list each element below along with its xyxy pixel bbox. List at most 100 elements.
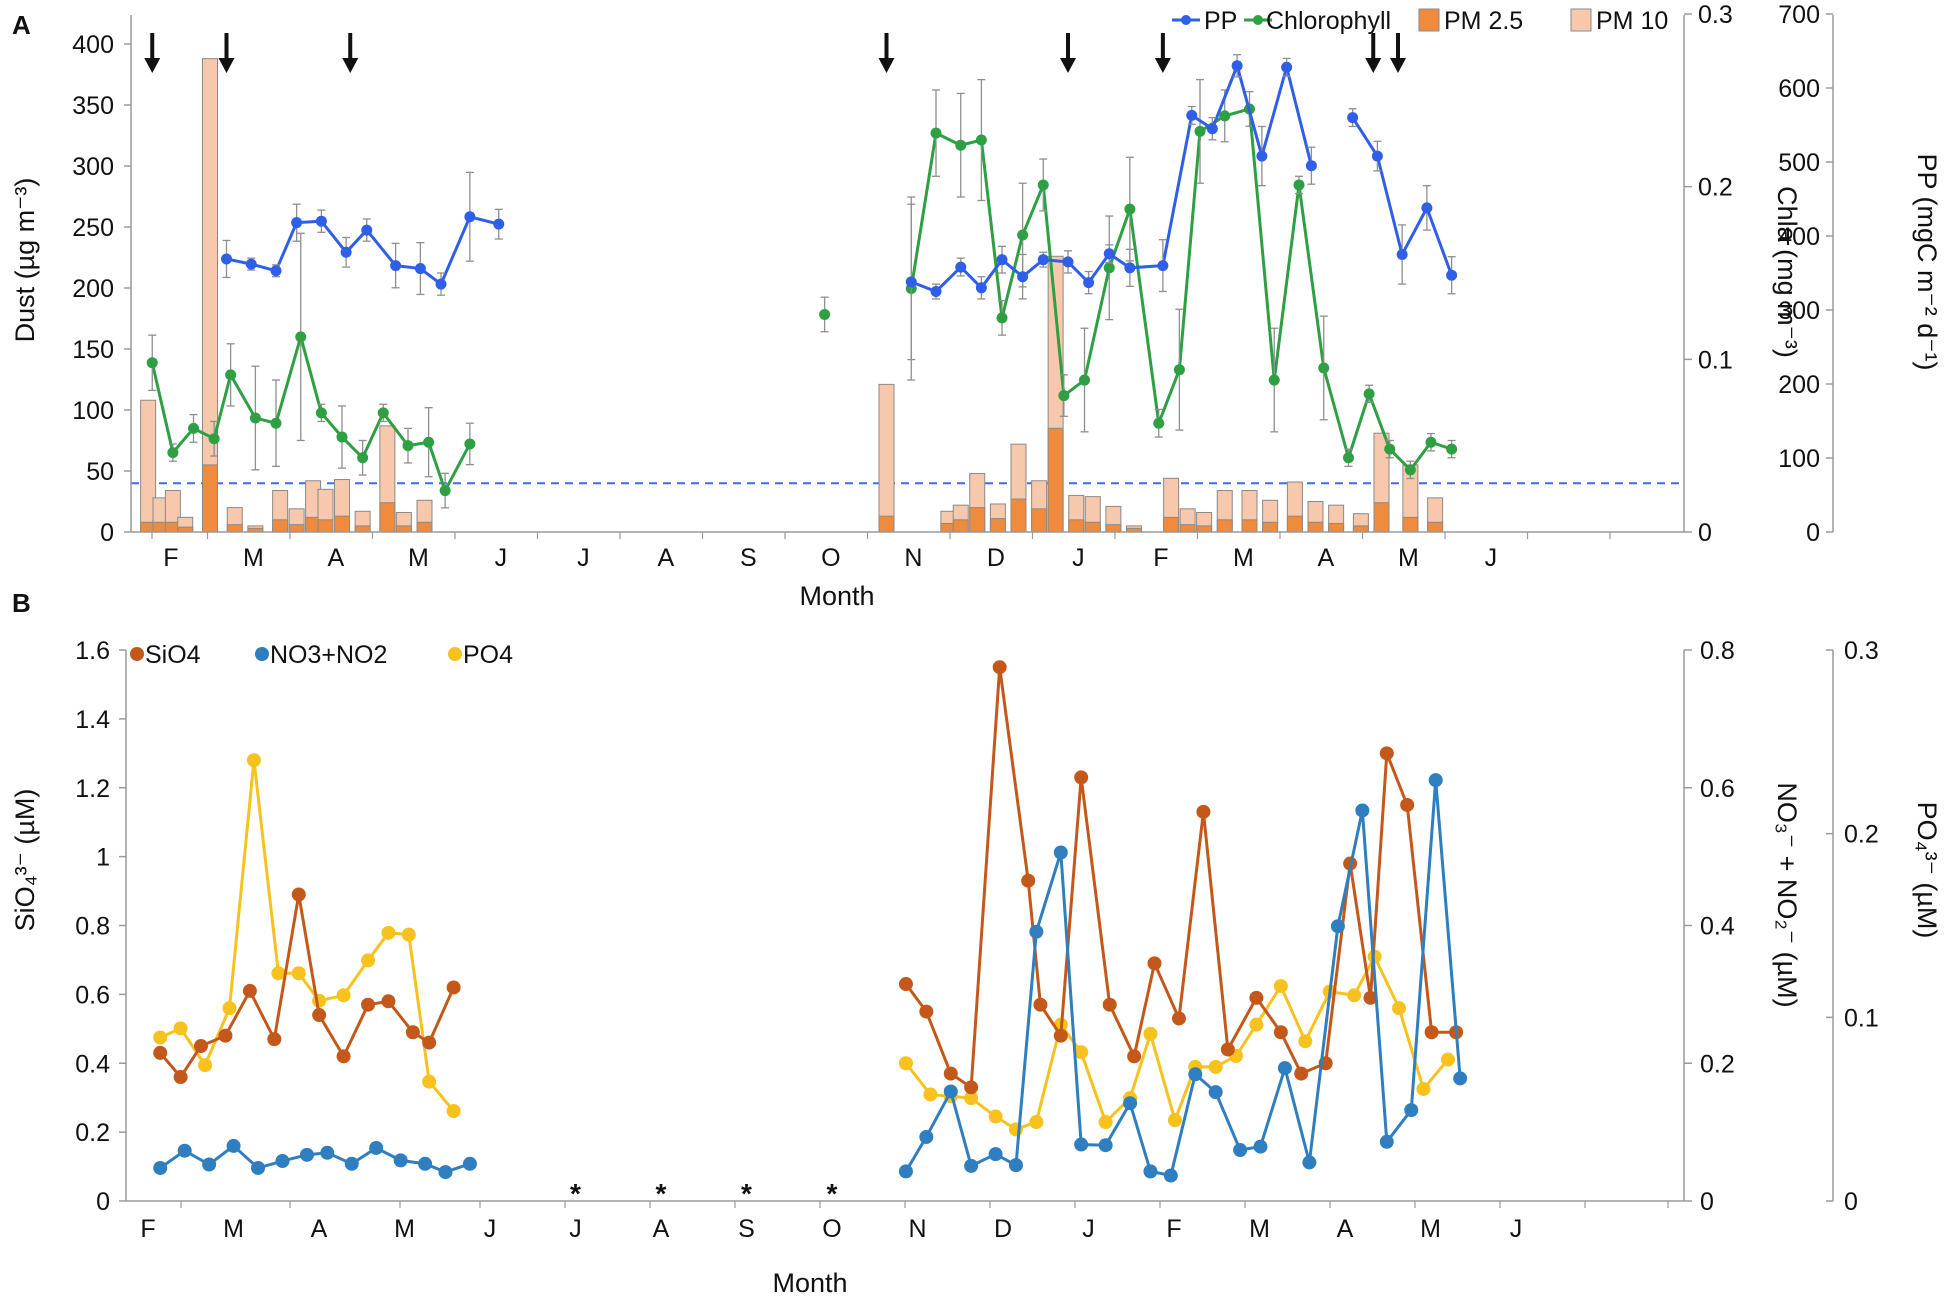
pm25-bar — [1179, 524, 1196, 533]
panel-b-month-label: M — [1420, 1215, 1441, 1243]
pp-point — [291, 217, 303, 229]
sio4-tick-label: 0 — [96, 1188, 110, 1216]
no3-point — [1188, 1067, 1203, 1082]
sio4-point — [1147, 956, 1162, 971]
pp-point — [245, 258, 257, 270]
sio4-point — [1363, 990, 1378, 1005]
panel-a-arrows — [144, 33, 1406, 73]
panel-b-month-label: A — [1337, 1215, 1354, 1243]
chlorophyll-point — [975, 134, 987, 146]
po4-tick-label: 0 — [1844, 1188, 1858, 1216]
pp-tick-label: 0 — [1806, 519, 1820, 547]
chla-tick-label: 0.2 — [1698, 174, 1733, 202]
panel-b-month-label: A — [311, 1215, 328, 1243]
po4-tick-label: 0.1 — [1844, 1004, 1879, 1032]
pm25-bar — [989, 518, 1006, 533]
no3-point — [1428, 773, 1443, 788]
pm10-bar — [878, 383, 895, 533]
sio4-point — [992, 660, 1007, 675]
pm25-bar — [1352, 525, 1369, 533]
legend-pp-marker — [1181, 15, 1191, 25]
chlorophyll-point — [955, 139, 967, 151]
panel-b-month-label: S — [738, 1215, 755, 1243]
pm25-bar — [272, 519, 289, 533]
pm25-bar — [1216, 519, 1233, 533]
panel-b: B 0 0.2 0.4 0.6 0.8 1 1.2 1.4 1.6 F M A M J J A S O N D J F M A… — [10, 588, 1942, 1298]
po4-point — [446, 1104, 461, 1119]
no3-point — [1053, 845, 1068, 860]
sio4-point — [1249, 990, 1264, 1005]
panel-b-month-label: F — [1166, 1215, 1181, 1243]
panel-a-month-label: M — [1398, 544, 1419, 572]
po4-point — [153, 1030, 168, 1045]
pm25-bar — [395, 525, 412, 533]
pp-point — [1305, 160, 1317, 172]
dust-tick-label: 250 — [72, 214, 114, 242]
chlorophyll-point — [819, 308, 831, 320]
sio4-point — [943, 1066, 958, 1081]
no3-point — [226, 1138, 241, 1153]
po4-point — [964, 1091, 979, 1106]
dust-event-arrowhead — [1390, 58, 1406, 73]
no3-point — [393, 1153, 408, 1168]
sio4-point — [361, 997, 376, 1012]
no3-point — [202, 1157, 217, 1172]
sio4-point — [1220, 1042, 1235, 1057]
panel-b-month-label: O — [822, 1215, 841, 1243]
po4-point — [291, 966, 306, 981]
po4-point — [381, 925, 396, 940]
chla-tick-label: 0.3 — [1698, 1, 1733, 29]
chlorophyll-point — [1058, 390, 1070, 402]
panel-b-lines — [153, 660, 1468, 1183]
panel-a-month-label: D — [987, 544, 1005, 572]
no3-point — [1143, 1164, 1158, 1179]
chlorophyll-point — [336, 431, 348, 443]
no3-point — [919, 1129, 934, 1144]
pm25-bar — [226, 524, 243, 533]
pp-point — [1421, 202, 1433, 214]
no-data-star: * — [827, 1178, 838, 1209]
chlorophyll-point — [1446, 443, 1458, 455]
no3-point — [438, 1165, 453, 1180]
pp-point — [1017, 271, 1029, 283]
no3-point — [1253, 1139, 1268, 1154]
sio4-point — [422, 1035, 437, 1050]
po4-point — [312, 993, 327, 1008]
no3-point — [299, 1147, 314, 1162]
dust-tick-label: 100 — [72, 397, 114, 425]
panel-a-bars — [140, 58, 1444, 533]
pp-point — [1231, 60, 1243, 72]
pm25-bar — [1307, 521, 1324, 533]
panel-a-month-label: F — [1153, 544, 1168, 572]
no3-point — [1453, 1071, 1468, 1086]
chlorophyll-point — [1363, 388, 1375, 400]
no3-point — [943, 1084, 958, 1099]
sio4-tick-label: 1.4 — [75, 706, 110, 734]
no3-tick-label: 0.8 — [1700, 637, 1735, 665]
no3-point — [1163, 1168, 1178, 1183]
sio4-point — [1171, 1011, 1186, 1026]
no3-point — [177, 1143, 192, 1158]
no3-point — [1208, 1085, 1223, 1100]
legend-sio4-label: SiO4 — [145, 641, 201, 669]
pp-point — [435, 278, 447, 290]
po4-point — [1416, 1081, 1431, 1096]
chlorophyll-point — [295, 331, 307, 343]
po4-point — [988, 1109, 1003, 1124]
dust-tick-label: 0 — [100, 519, 114, 547]
panel-b-sio4-axis-title: SiO₄³⁻ (µM) — [10, 789, 40, 932]
panel-a-chla-axis-title: Chla (mg m⁻³) — [1772, 186, 1802, 358]
no3-point — [1277, 1061, 1292, 1076]
pm25-bar — [952, 519, 969, 533]
dust-tick-label: 200 — [72, 275, 114, 303]
sio4-point — [1127, 1049, 1142, 1064]
sio4-point — [1053, 1028, 1068, 1043]
panel-b-month-label: A — [653, 1215, 670, 1243]
no-data-star: * — [570, 1178, 581, 1209]
no3-point — [1008, 1158, 1023, 1173]
po4-point — [1074, 1045, 1089, 1060]
po4-point — [173, 1021, 188, 1036]
chlorophyll-point — [1268, 374, 1280, 386]
po4-point — [1098, 1115, 1113, 1130]
sio4-point — [267, 1032, 282, 1047]
